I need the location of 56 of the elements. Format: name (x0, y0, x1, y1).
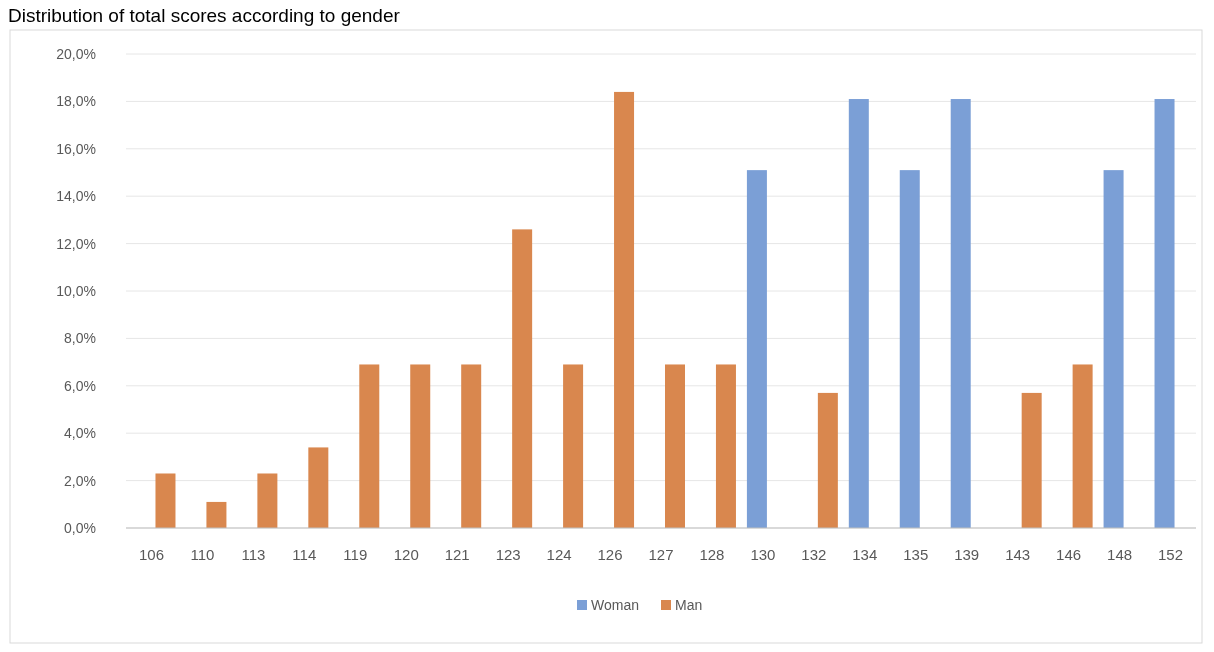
bar (899, 170, 920, 528)
y-tick-label: 4,0% (64, 425, 96, 442)
x-tick-label: 121 (444, 546, 470, 563)
bar (461, 364, 482, 528)
y-tick-label: 20,0% (56, 45, 96, 62)
chart-title: Distribution of total scores according to gender (8, 5, 401, 26)
x-tick-label: 123 (495, 546, 521, 563)
x-tick-label: 152 (1158, 546, 1184, 563)
bar (614, 91, 635, 528)
x-tick-label: 148 (1107, 546, 1133, 563)
legend-label: Woman (591, 597, 639, 613)
x-tick-label: 135 (903, 546, 929, 563)
x-tick-label: 119 (343, 546, 368, 563)
bar (308, 447, 329, 528)
y-tick-label: 0,0% (64, 519, 96, 536)
x-tick-label: 132 (801, 546, 827, 563)
y-tick-label: 10,0% (56, 282, 96, 299)
x-tick-label: 110 (190, 546, 215, 563)
y-tick-label: 8,0% (64, 330, 96, 347)
bar (665, 364, 685, 528)
y-tick-label: 2,0% (64, 472, 96, 489)
bar (155, 473, 176, 528)
y-tick-label: 14,0% (56, 188, 96, 205)
x-tick-label: 130 (750, 546, 776, 563)
x-tick-label: 143 (1005, 546, 1031, 563)
bar (950, 99, 971, 528)
x-tick-label: 114 (292, 546, 317, 563)
y-tick-label: 18,0% (56, 93, 96, 110)
bar (206, 501, 227, 528)
bar (1072, 364, 1093, 528)
bar (257, 473, 278, 528)
bar (1103, 170, 1124, 528)
x-tick-label: 134 (852, 546, 878, 563)
bar (715, 364, 736, 528)
x-tick-label: 128 (699, 546, 725, 563)
bar (817, 392, 838, 528)
bar (848, 99, 869, 528)
bar (1021, 392, 1042, 528)
x-tick-label: 146 (1056, 546, 1082, 563)
x-tick-label: 124 (546, 546, 572, 563)
bar (410, 364, 431, 528)
legend-label: Man (675, 597, 703, 613)
x-tick-label: 106 (138, 546, 164, 563)
bar (359, 364, 380, 528)
bar (1154, 99, 1175, 528)
bar (746, 170, 767, 528)
y-tick-label: 12,0% (56, 235, 96, 252)
bar (563, 364, 584, 528)
y-tick-label: 6,0% (64, 377, 96, 394)
bar (512, 229, 533, 528)
x-tick-label: 120 (393, 546, 419, 563)
x-tick-label: 139 (954, 546, 980, 563)
x-tick-label: 126 (597, 546, 623, 563)
x-tick-label: 113 (241, 546, 266, 563)
x-tick-label: 127 (648, 546, 674, 563)
y-tick-label: 16,0% (56, 140, 96, 157)
